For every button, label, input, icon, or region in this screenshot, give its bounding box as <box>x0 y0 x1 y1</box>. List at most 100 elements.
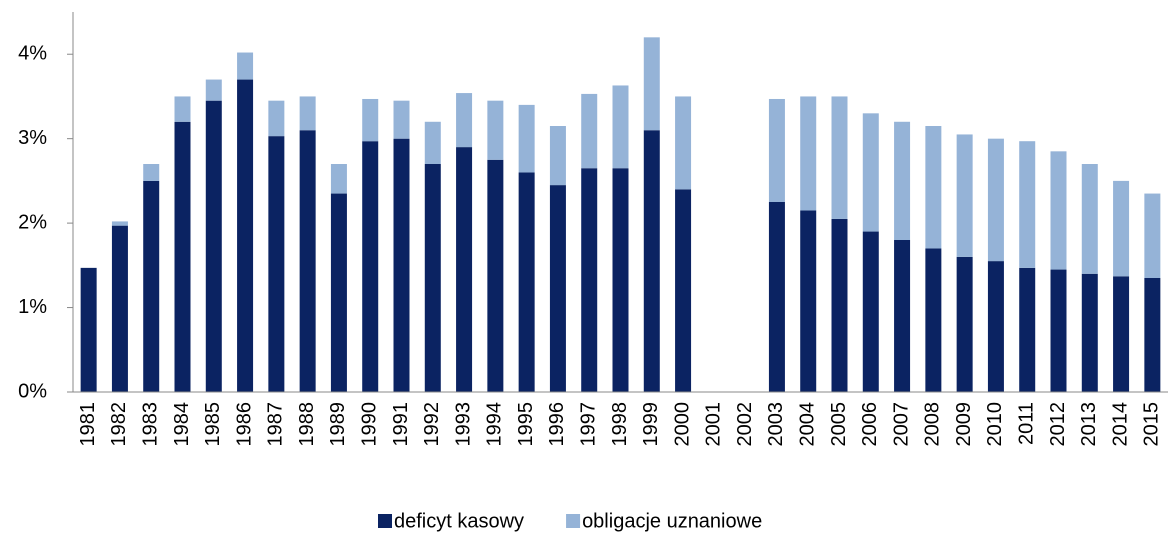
bar-segment <box>1113 180 1130 277</box>
bar-segment <box>205 79 222 101</box>
bar-segment <box>424 164 441 392</box>
bar-segment <box>456 93 473 148</box>
x-tick-label: 1986 <box>233 402 255 447</box>
y-tick-label: 4% <box>18 43 47 65</box>
bar-segment <box>424 121 441 164</box>
x-tick-label: 1981 <box>77 402 99 447</box>
bar-segment <box>393 100 410 139</box>
y-tick-label: 1% <box>18 296 47 318</box>
x-tick-label: 1996 <box>546 402 568 447</box>
bar-segment <box>330 164 347 194</box>
bar-segment <box>675 96 692 190</box>
bar-segment <box>205 100 222 393</box>
bar-segment <box>612 168 629 392</box>
bar-segment <box>768 202 785 392</box>
bar-segment <box>549 126 566 186</box>
bar-segment <box>862 231 879 392</box>
x-tick-label: 1995 <box>515 402 537 447</box>
x-tick-label: 1988 <box>296 402 318 447</box>
x-tick-label: 1998 <box>609 402 631 447</box>
bar-segment <box>894 121 911 240</box>
x-tick-label: 1982 <box>108 402 130 447</box>
bar-segment <box>237 52 254 80</box>
bar-segment <box>487 100 504 160</box>
x-tick-label: 2006 <box>859 402 881 447</box>
bar-segment <box>925 248 942 392</box>
bar-segment <box>831 218 848 392</box>
bar-segment <box>1019 141 1036 268</box>
bar-segment <box>487 159 504 392</box>
bar-segment <box>956 134 973 257</box>
bar-segment <box>80 267 97 392</box>
bar-segment <box>925 126 942 249</box>
bar-segment <box>299 130 316 392</box>
bar-segment <box>362 98 379 142</box>
x-tick-label: 2004 <box>796 402 818 447</box>
bar-segment <box>831 96 848 219</box>
x-tick-label: 1983 <box>139 402 161 447</box>
x-tick-label: 2015 <box>1141 402 1163 447</box>
bar-segment <box>518 104 535 173</box>
x-tick-label: 2002 <box>734 402 756 447</box>
bar-segment <box>1113 276 1130 392</box>
legend: deficyt kasowy obligacje uznaniowe <box>378 510 762 532</box>
bar-segment <box>174 96 191 122</box>
x-tick-label: 1997 <box>577 402 599 447</box>
bar-segment <box>1050 269 1067 392</box>
bar-segment <box>518 172 535 392</box>
x-tick-label: 1993 <box>452 402 474 447</box>
x-tick-label: 2013 <box>1078 402 1100 447</box>
x-tick-label: 1987 <box>265 402 287 447</box>
bar-segment <box>174 121 191 393</box>
x-tick-label: 2003 <box>765 402 787 447</box>
bar-segment <box>111 221 128 226</box>
x-tick-label: 2000 <box>671 402 693 447</box>
legend-swatch <box>566 514 581 528</box>
x-tick-label: 2008 <box>922 402 944 447</box>
x-tick-label: 1994 <box>484 402 506 447</box>
x-tick-label: 2010 <box>984 402 1006 447</box>
bar-segment <box>330 193 347 392</box>
bar-segment <box>549 185 566 392</box>
y-tick-label: 0% <box>18 380 47 402</box>
bar-segment <box>268 136 285 392</box>
bar-segment <box>237 79 254 393</box>
bar-segment <box>643 37 660 131</box>
bar-segment <box>800 96 817 211</box>
bar-segment <box>987 138 1004 262</box>
bar-segment <box>1019 267 1036 392</box>
bar-segment <box>393 138 410 392</box>
y-tick-label: 2% <box>18 211 47 233</box>
x-tick-label: 2014 <box>1109 402 1131 447</box>
bar-segment <box>1081 273 1098 392</box>
legend-label: deficyt kasowy <box>394 510 524 532</box>
bar-segment <box>299 96 316 131</box>
x-tick-label: 2005 <box>828 402 850 447</box>
bar-segment <box>1050 151 1067 270</box>
legend-label: obligacje uznaniowe <box>582 510 762 532</box>
x-tick-label: 1990 <box>358 402 380 447</box>
bar-segment <box>268 100 285 137</box>
x-tick-label: 1989 <box>327 402 349 447</box>
bar-segment <box>456 147 473 392</box>
x-tick-label: 2009 <box>953 402 975 447</box>
bar-segment <box>1144 278 1161 392</box>
x-tick-label: 1985 <box>202 402 224 447</box>
bar-segment <box>768 98 785 202</box>
bar-segment <box>956 256 973 392</box>
bar-segment <box>1081 164 1098 274</box>
legend-swatch <box>378 514 392 528</box>
x-tick-label: 1991 <box>390 402 412 447</box>
x-tick-label: 2007 <box>890 402 912 447</box>
bar-segment <box>643 130 660 392</box>
x-tick-label: 1992 <box>421 402 443 447</box>
x-tick-label: 1999 <box>640 402 662 447</box>
bar-segment <box>362 141 379 392</box>
bar-segment <box>987 261 1004 392</box>
bar-segment <box>862 113 879 232</box>
bar-segment <box>894 240 911 392</box>
bar-segment <box>612 85 629 169</box>
x-tick-label: 2011 <box>1015 402 1037 445</box>
bar-segment <box>111 225 128 392</box>
